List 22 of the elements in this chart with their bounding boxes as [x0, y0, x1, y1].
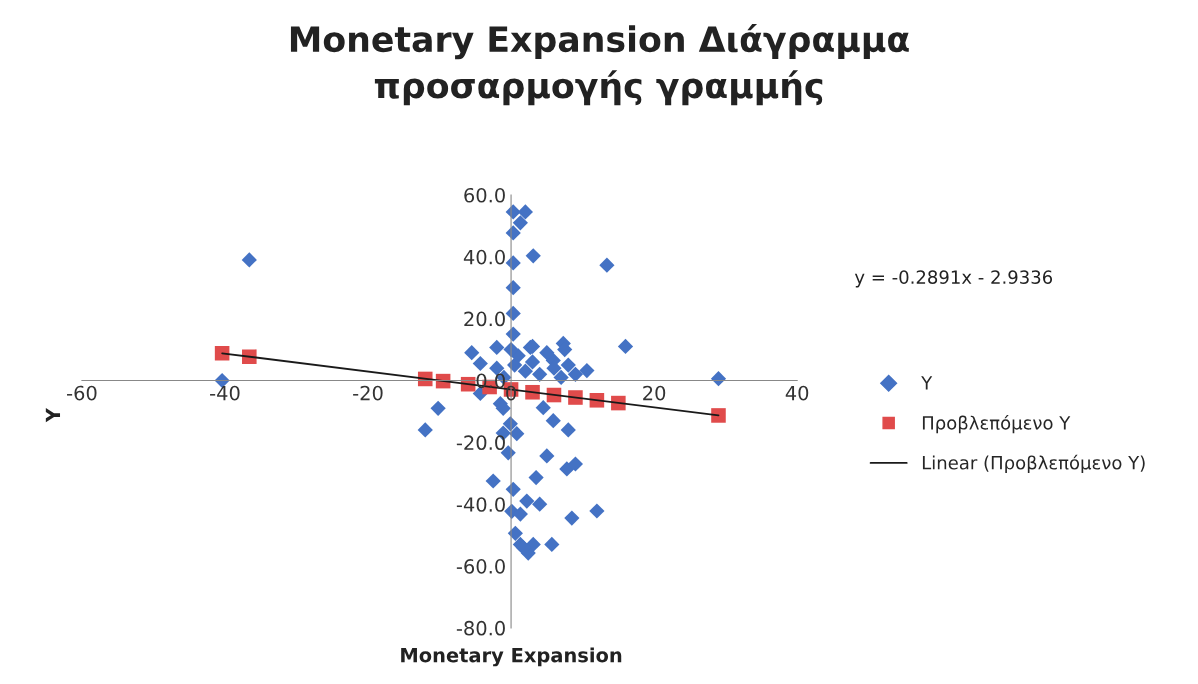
x-axis-title: Monetary Expansion: [401, 647, 622, 667]
y-tick-label: 0.0: [476, 373, 505, 389]
x-tick-label: -60: [67, 385, 97, 401]
y-tick-label: -40.0: [456, 497, 505, 512]
legend-label: Y: [921, 376, 933, 390]
y-axis-title: Y: [45, 407, 61, 423]
y-tick-label: 40.0: [463, 249, 505, 265]
legend-label: Προβλεπόμενο Y: [922, 414, 1071, 434]
x-tick-label: 20: [643, 385, 666, 401]
x-tick-label: -40: [210, 385, 240, 401]
chart-title: Monetary Expansion Διάγραμμα προσαρμογής γραμμής: [290, 23, 909, 106]
x-tick-label: -20: [353, 385, 383, 401]
y-tick-label: -60.0: [456, 559, 505, 574]
point: [214, 346, 230, 361]
y-tick-label: -80.0: [456, 620, 505, 636]
y-tick-label: -20.0: [456, 435, 505, 451]
point: [711, 408, 726, 423]
legend-label: Linear (Προβλεπόμενο Y): [922, 454, 1145, 474]
y-tick-label: 60.0: [464, 187, 505, 203]
x-tick-label: 40: [785, 385, 809, 401]
y-tick-label: 20.0: [464, 311, 505, 327]
text: y = -0.2891x - 2.9336: [854, 270, 1053, 288]
